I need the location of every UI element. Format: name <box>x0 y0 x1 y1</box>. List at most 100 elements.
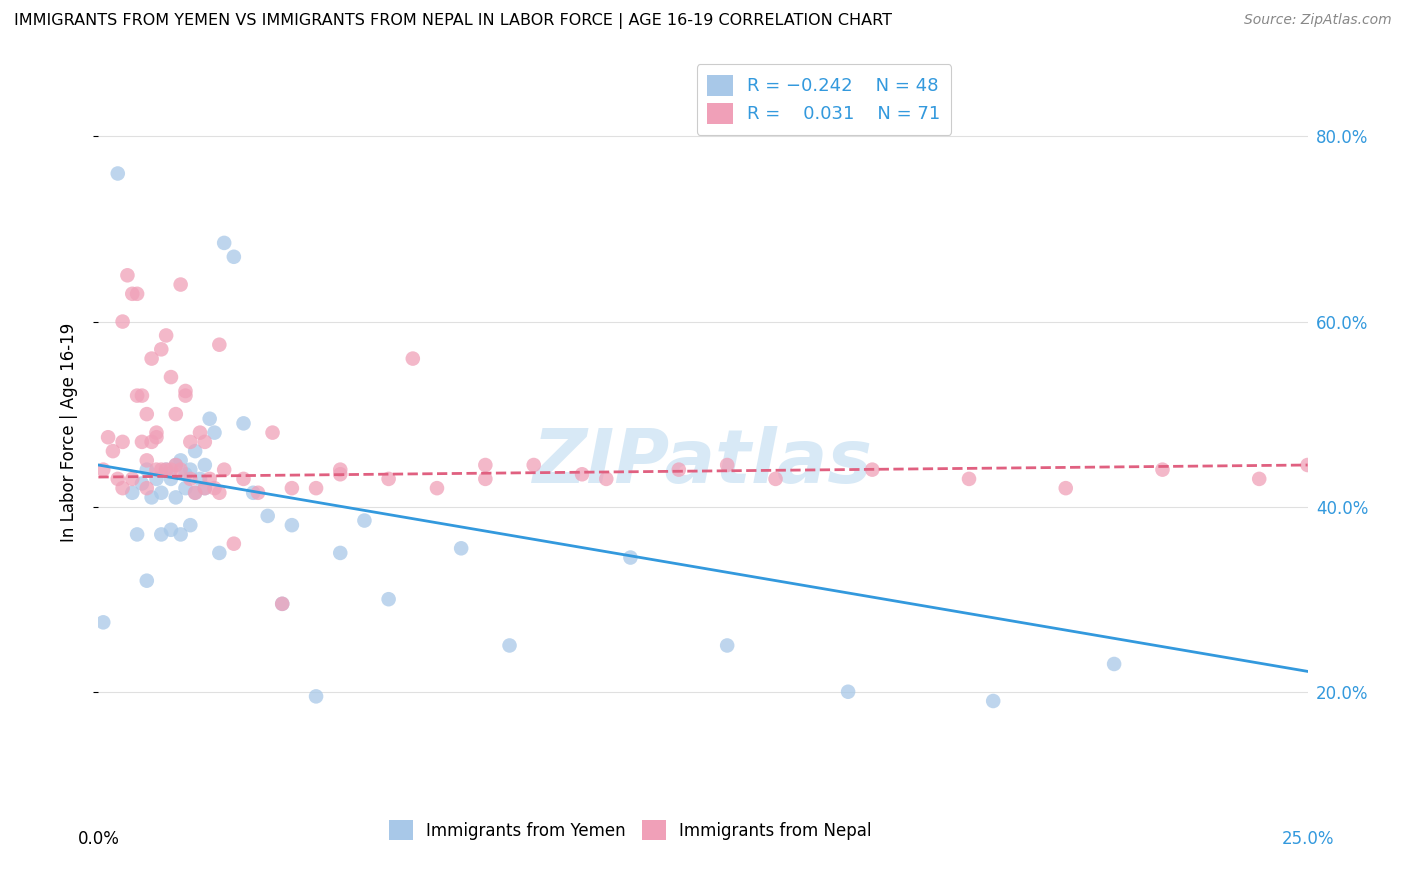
Point <box>198 472 221 486</box>
Point <box>212 235 235 250</box>
Point <box>765 472 787 486</box>
Point <box>271 597 294 611</box>
Point <box>1152 462 1174 476</box>
Point <box>957 472 980 486</box>
Point <box>145 472 167 486</box>
Point <box>141 491 163 505</box>
Point <box>155 328 177 343</box>
Point <box>222 250 245 264</box>
Point <box>121 286 143 301</box>
Point <box>111 481 134 495</box>
Point <box>184 485 207 500</box>
Point <box>329 546 352 560</box>
Point <box>145 425 167 440</box>
Point <box>111 314 134 328</box>
Point <box>145 462 167 476</box>
Point <box>91 615 114 630</box>
Point <box>1102 657 1125 671</box>
Point <box>169 453 191 467</box>
Point <box>198 411 221 425</box>
Point <box>107 472 129 486</box>
Point <box>179 472 201 486</box>
Point <box>155 462 177 476</box>
Point <box>716 639 738 653</box>
Point <box>141 351 163 366</box>
Point <box>184 444 207 458</box>
Point <box>619 550 641 565</box>
Point <box>1296 458 1319 472</box>
Point <box>160 523 183 537</box>
Point <box>353 514 375 528</box>
Point <box>135 453 157 467</box>
Text: IMMIGRANTS FROM YEMEN VS IMMIGRANTS FROM NEPAL IN LABOR FORCE | AGE 16-19 CORREL: IMMIGRANTS FROM YEMEN VS IMMIGRANTS FROM… <box>14 13 891 29</box>
Point <box>377 472 399 486</box>
Point <box>208 546 231 560</box>
Point <box>135 574 157 588</box>
Point <box>1054 481 1077 495</box>
Point <box>150 462 173 476</box>
Point <box>169 462 191 476</box>
Point <box>329 462 352 476</box>
Point <box>188 425 211 440</box>
Point <box>194 481 217 495</box>
Point <box>117 268 139 283</box>
Point <box>194 434 217 449</box>
Point <box>101 444 124 458</box>
Point <box>450 541 472 556</box>
Point <box>131 476 153 491</box>
Point <box>377 592 399 607</box>
Point <box>97 430 120 444</box>
Point <box>165 407 187 421</box>
Point <box>571 467 593 482</box>
Point <box>194 458 217 472</box>
Point <box>141 434 163 449</box>
Point <box>256 508 278 523</box>
Point <box>242 485 264 500</box>
Point <box>222 536 245 550</box>
Point <box>169 527 191 541</box>
Point <box>111 434 134 449</box>
Point <box>165 491 187 505</box>
Point <box>402 351 425 366</box>
Point <box>837 685 859 699</box>
Point <box>668 462 690 476</box>
Point <box>232 472 254 486</box>
Point <box>329 467 352 482</box>
Text: ZIPatlas: ZIPatlas <box>533 425 873 499</box>
Point <box>135 407 157 421</box>
Point <box>174 467 197 482</box>
Point <box>271 597 294 611</box>
Point <box>474 472 496 486</box>
Point <box>174 384 197 398</box>
Point <box>127 389 149 403</box>
Point <box>174 389 197 403</box>
Point <box>860 462 883 476</box>
Point <box>426 481 449 495</box>
Point <box>160 472 183 486</box>
Point <box>179 434 201 449</box>
Point <box>121 472 143 486</box>
Point <box>194 481 217 495</box>
Point <box>184 485 207 500</box>
Point <box>474 458 496 472</box>
Point <box>716 458 738 472</box>
Point <box>150 343 173 357</box>
Text: 0.0%: 0.0% <box>77 830 120 848</box>
Point <box>150 527 173 541</box>
Point <box>281 481 304 495</box>
Point <box>160 370 183 384</box>
Point <box>523 458 546 472</box>
Point <box>208 337 231 351</box>
Y-axis label: In Labor Force | Age 16-19: In Labor Force | Age 16-19 <box>59 323 77 542</box>
Point <box>212 462 235 476</box>
Point <box>107 166 129 180</box>
Point <box>131 434 153 449</box>
Point <box>179 518 201 533</box>
Point <box>232 417 254 431</box>
Point <box>135 462 157 476</box>
Text: Source: ZipAtlas.com: Source: ZipAtlas.com <box>1244 13 1392 28</box>
Point <box>281 518 304 533</box>
Point <box>498 639 520 653</box>
Point <box>150 485 173 500</box>
Legend: Immigrants from Yemen, Immigrants from Nepal: Immigrants from Yemen, Immigrants from N… <box>382 814 879 847</box>
